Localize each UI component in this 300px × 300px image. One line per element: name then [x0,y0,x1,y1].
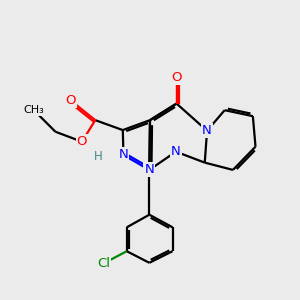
Text: N: N [118,148,128,161]
Text: N: N [145,164,154,176]
Text: CH₃: CH₃ [23,105,44,115]
Text: O: O [171,70,182,83]
Text: N: N [171,145,181,158]
Text: Cl: Cl [97,257,110,270]
Text: N: N [202,124,212,137]
Text: O: O [65,94,76,107]
Text: H: H [94,150,103,163]
Text: O: O [77,135,87,148]
